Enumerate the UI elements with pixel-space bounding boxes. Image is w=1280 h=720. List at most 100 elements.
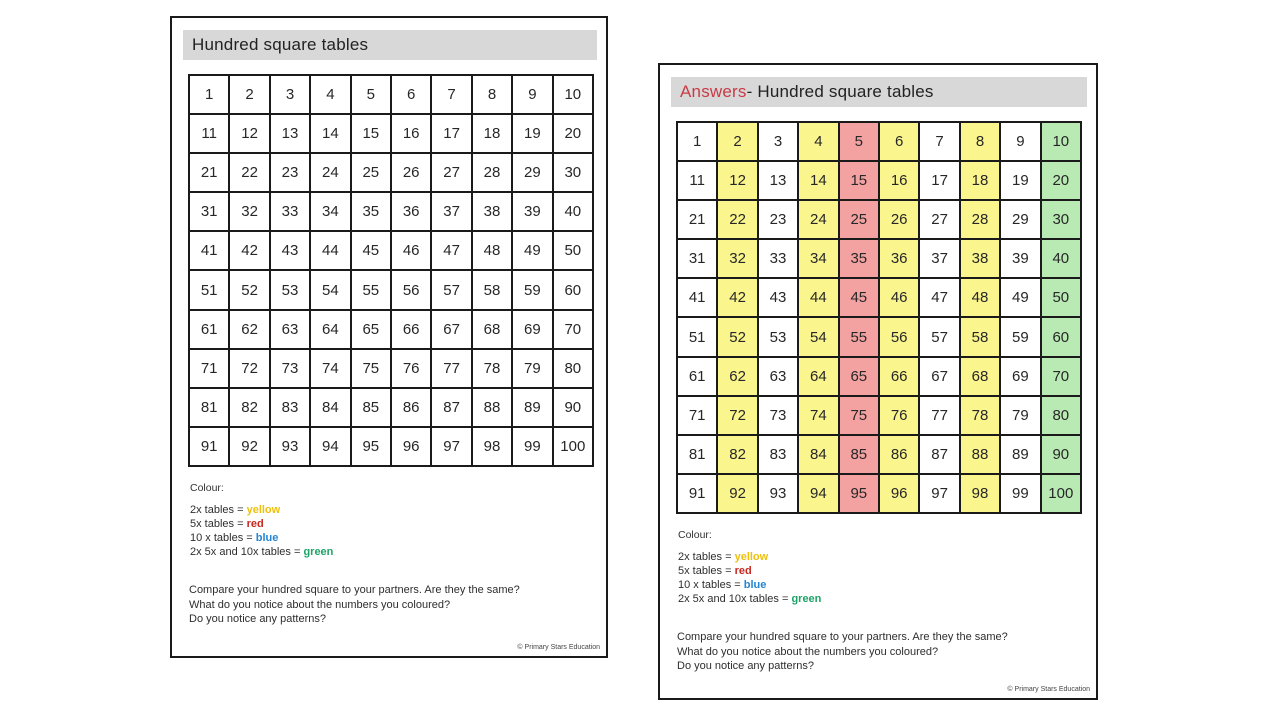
legend-colour-word: red xyxy=(246,518,264,530)
grid-cell: 28 xyxy=(959,200,1001,240)
grid-cell: 74 xyxy=(310,348,351,388)
grid-cell: 57 xyxy=(431,270,472,310)
grid-cell: 31 xyxy=(189,192,230,232)
grid-cell: 17 xyxy=(919,161,960,201)
grid-cell: 93 xyxy=(757,473,799,513)
grid-cell: 61 xyxy=(189,309,230,349)
grid-cell: 88 xyxy=(471,387,513,427)
grid-cell: 90 xyxy=(1040,434,1081,474)
grid-cell: 80 xyxy=(1040,395,1081,435)
grid-cell: 5 xyxy=(838,122,879,162)
grid-cell: 75 xyxy=(838,395,879,435)
grid-cell: 16 xyxy=(879,161,920,201)
grid-cell: 40 xyxy=(552,192,593,232)
grid-cell: 1 xyxy=(189,75,230,115)
legend-line: 2x 5x and 10x tables = green xyxy=(678,592,821,606)
legend-colour-word: red xyxy=(734,565,752,577)
grid-cell: 64 xyxy=(310,309,351,349)
grid-cell: 57 xyxy=(919,317,960,357)
grid-cell: 48 xyxy=(471,231,513,271)
grid-cell: 65 xyxy=(838,356,879,396)
grid-cell: 8 xyxy=(471,75,513,115)
grid-cell: 17 xyxy=(431,114,472,154)
grid-cell: 13 xyxy=(757,161,799,201)
grid-cell: 98 xyxy=(959,473,1001,513)
grid-cell: 70 xyxy=(552,309,593,349)
legend-line: 2x tables = yellow xyxy=(190,503,333,517)
grid-cell: 39 xyxy=(512,192,553,232)
grid-cell: 72 xyxy=(717,395,758,435)
grid-cell: 94 xyxy=(310,426,351,466)
grid-cell: 35 xyxy=(838,239,879,279)
grid-cell: 50 xyxy=(552,231,593,271)
legend-line-label: 10 x tables = xyxy=(190,532,256,544)
grid-cell: 65 xyxy=(350,309,391,349)
question-line: What do you notice about the numbers you… xyxy=(189,598,451,611)
copyright-text: © Primary Stars Education xyxy=(517,644,600,651)
grid-cell: 66 xyxy=(879,356,920,396)
grid-cell: 32 xyxy=(717,239,758,279)
grid-cell: 98 xyxy=(471,426,513,466)
grid-cell: 89 xyxy=(1000,434,1041,474)
grid-cell: 1 xyxy=(677,122,718,162)
grid-cell: 91 xyxy=(677,473,718,513)
grid-cell: 39 xyxy=(1000,239,1041,279)
grid-cell: 43 xyxy=(269,231,311,271)
grid-cell: 97 xyxy=(431,426,472,466)
grid-cell: 80 xyxy=(552,348,593,388)
grid-cell: 93 xyxy=(269,426,311,466)
grid-cell: 87 xyxy=(431,387,472,427)
grid-cell: 18 xyxy=(471,114,513,154)
worksheet-title-bar: Hundred square tables xyxy=(183,30,597,60)
grid-cell: 36 xyxy=(391,192,432,232)
grid-cell: 99 xyxy=(1000,473,1041,513)
question-line: Compare your hundred square to your part… xyxy=(189,584,520,596)
grid-cell: 88 xyxy=(959,434,1001,474)
legend-line: 5x tables = red xyxy=(190,517,333,531)
grid-cell: 29 xyxy=(512,153,553,193)
grid-cell: 20 xyxy=(552,114,593,154)
grid-cell: 19 xyxy=(512,114,553,154)
grid-cell: 42 xyxy=(229,231,270,271)
grid-cell: 43 xyxy=(757,278,799,318)
grid-cell: 86 xyxy=(391,387,432,427)
grid-cell: 19 xyxy=(1000,161,1041,201)
grid-cell: 56 xyxy=(391,270,432,310)
legend-line: 5x tables = red xyxy=(678,564,821,578)
grid-cell: 20 xyxy=(1040,161,1081,201)
grid-cell: 49 xyxy=(512,231,553,271)
page-title: Hundred square tables xyxy=(192,35,369,54)
colour-label: Colour: xyxy=(190,482,224,494)
legend-line: 2x 5x and 10x tables = green xyxy=(190,545,333,559)
grid-cell: 26 xyxy=(391,153,432,193)
grid-cell: 38 xyxy=(959,239,1001,279)
grid-cell: 67 xyxy=(919,356,960,396)
grid-cell: 53 xyxy=(269,270,311,310)
question-line: Do you notice any patterns? xyxy=(677,660,814,672)
grid-cell: 69 xyxy=(512,309,553,349)
grid-cell: 15 xyxy=(838,161,879,201)
grid-cell: 86 xyxy=(879,434,920,474)
grid-cell: 36 xyxy=(879,239,920,279)
grid-cell: 8 xyxy=(959,122,1001,162)
grid-cell: 49 xyxy=(1000,278,1041,318)
legend-line: 2x tables = yellow xyxy=(678,550,821,564)
grid-cell: 4 xyxy=(310,75,351,115)
grid-cell: 71 xyxy=(189,348,230,388)
grid-cell: 87 xyxy=(919,434,960,474)
grid-cell: 33 xyxy=(757,239,799,279)
legend-colour-word: green xyxy=(791,593,822,605)
grid-cell: 6 xyxy=(391,75,432,115)
grid-cell: 62 xyxy=(717,356,758,396)
grid-cell: 66 xyxy=(391,309,432,349)
grid-cell: 51 xyxy=(677,317,718,357)
grid-cell: 92 xyxy=(717,473,758,513)
question-text: Compare your hundred square to your part… xyxy=(677,630,1008,674)
answers-page-title: - Hundred square tables xyxy=(746,82,934,101)
legend-colour-word: green xyxy=(303,546,334,558)
grid-cell: 79 xyxy=(1000,395,1041,435)
grid-cell: 27 xyxy=(431,153,472,193)
legend-line-label: 2x 5x and 10x tables = xyxy=(190,546,304,558)
hundred-square-grid: 1 2 3 4 5 6 7 8 9 10 11 12 13 14 15 16 17 18 19 20 21 22 23 24 2… xyxy=(188,74,594,467)
question-line: Do you notice any patterns? xyxy=(189,613,326,625)
